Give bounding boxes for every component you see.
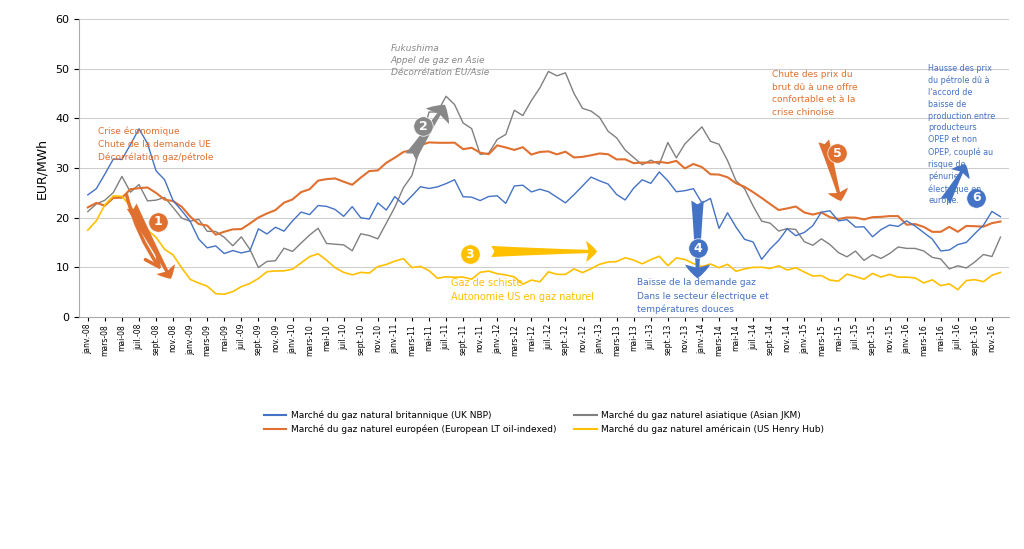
Text: 2: 2 [419, 120, 428, 133]
Y-axis label: EUR/MWh: EUR/MWh [36, 137, 48, 199]
Text: 1: 1 [154, 215, 163, 228]
Text: Crise économique
Chute de la demande UE
Décorrélation gaz/pétrole: Crise économique Chute de la demande UE … [98, 127, 213, 162]
Text: 4: 4 [693, 242, 701, 255]
Text: Hausse des prix
du pétrole dû à
l'accord de
baisse de
production entre
producteu: Hausse des prix du pétrole dû à l'accord… [928, 64, 995, 205]
Text: Fukushima
Appel de gaz en Asie
Décorrélation EU/Asie: Fukushima Appel de gaz en Asie Décorréla… [391, 44, 489, 78]
Text: Chute des prix du
brut dû à une offre
confortable et à la
crise chinoise: Chute des prix du brut dû à une offre co… [772, 70, 857, 117]
Text: 6: 6 [972, 192, 981, 204]
Text: Gaz de schiste
Autonomie US en gaz naturel: Gaz de schiste Autonomie US en gaz natur… [452, 278, 594, 302]
Legend: Marché du gaz natural britannique (UK NBP), Marché du gaz naturel européen (Euro: Marché du gaz natural britannique (UK NB… [260, 407, 828, 438]
Text: Baisse de la demande gaz
Dans le secteur électrique et
températures douces: Baisse de la demande gaz Dans le secteur… [637, 278, 769, 314]
Text: 5: 5 [833, 147, 842, 160]
Text: 3: 3 [466, 248, 474, 261]
